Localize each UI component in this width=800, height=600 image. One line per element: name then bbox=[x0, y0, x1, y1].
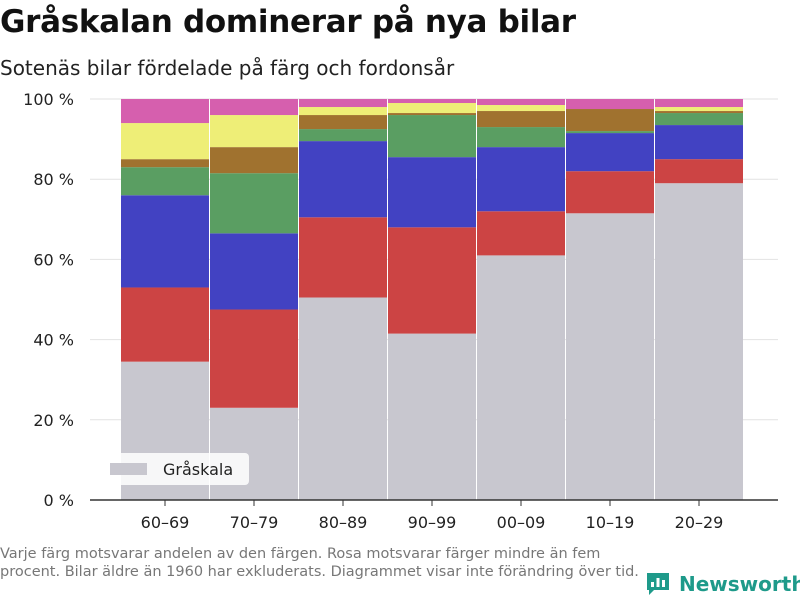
bar-segment bbox=[566, 99, 654, 110]
bar-segment bbox=[655, 113, 743, 126]
bar-segment bbox=[477, 105, 565, 112]
axes: 0 % 20 % 40 % 60 % 80 % 100 % 60–69 70–79 80–89 9… bbox=[23, 90, 778, 532]
bar-segment bbox=[299, 297, 387, 500]
bar-segment bbox=[477, 99, 565, 106]
x-tick-label: 80–89 bbox=[319, 513, 368, 532]
bar-segment bbox=[299, 99, 387, 108]
bar-segment bbox=[566, 131, 654, 134]
bar-segment bbox=[655, 159, 743, 184]
y-tick-label: 60 % bbox=[33, 250, 74, 269]
chart-title: Gråskalan dominerar på nya bilar bbox=[0, 4, 576, 40]
bar-segment bbox=[566, 171, 654, 214]
bar-segment bbox=[388, 115, 476, 158]
x-tick-label: 20–29 bbox=[675, 513, 724, 532]
legend-box bbox=[101, 453, 249, 485]
bar-segment bbox=[655, 111, 743, 114]
bar-segment bbox=[121, 99, 209, 124]
y-tick-label: 40 % bbox=[33, 331, 74, 350]
bar-segment bbox=[210, 233, 298, 310]
bars bbox=[121, 99, 743, 500]
bar-segment bbox=[388, 157, 476, 228]
x-tick-label: 70–79 bbox=[230, 513, 279, 532]
bar-segment bbox=[121, 167, 209, 196]
bar-segment bbox=[121, 287, 209, 362]
bar-segment bbox=[655, 99, 743, 108]
y-tick-label: 80 % bbox=[33, 170, 74, 189]
x-tick-label: 00–09 bbox=[497, 513, 546, 532]
x-tick-label: 90–99 bbox=[408, 513, 457, 532]
bar-segment bbox=[477, 111, 565, 128]
bar-segment bbox=[299, 217, 387, 298]
bar-segment bbox=[299, 107, 387, 116]
bar-segment bbox=[566, 109, 654, 132]
bar-chart-logo-icon bbox=[647, 573, 669, 595]
bar-segment bbox=[477, 211, 565, 256]
bar-segment bbox=[121, 159, 209, 168]
bar-segment bbox=[210, 309, 298, 408]
bar-segment bbox=[210, 173, 298, 234]
bar-segment bbox=[121, 195, 209, 288]
bar-segment bbox=[388, 113, 476, 116]
x-tick-label: 10–19 bbox=[586, 513, 635, 532]
bar-segment bbox=[655, 183, 743, 500]
bar-segment bbox=[121, 123, 209, 160]
brand-name: Newsworthy bbox=[679, 572, 800, 596]
bar-segment bbox=[210, 147, 298, 174]
legend-label: Gråskala bbox=[163, 460, 233, 479]
bar-segment bbox=[477, 127, 565, 148]
newsworthy-logo[interactable]: Newsworthy bbox=[645, 570, 800, 598]
bar-segment bbox=[388, 103, 476, 114]
y-tick-label: 20 % bbox=[33, 411, 74, 430]
x-tick-label: 60–69 bbox=[141, 513, 190, 532]
bar-segment bbox=[388, 99, 476, 104]
bar-segment bbox=[210, 99, 298, 116]
bar-segment bbox=[299, 141, 387, 218]
bar-segment bbox=[299, 115, 387, 130]
bar-segment bbox=[388, 227, 476, 334]
y-tick-label: 0 % bbox=[44, 491, 74, 510]
bar-segment bbox=[566, 213, 654, 500]
legend-swatch bbox=[110, 463, 147, 475]
chart-footnote: Varje färg motsvarar andelen av den färg… bbox=[0, 546, 639, 580]
y-tick-label: 100 % bbox=[23, 90, 74, 109]
legend: Gråskala bbox=[101, 453, 249, 485]
bar-segment bbox=[477, 255, 565, 500]
bar-segment bbox=[566, 133, 654, 172]
bar-segment bbox=[210, 115, 298, 148]
bar-segment bbox=[655, 125, 743, 160]
bar-segment bbox=[388, 333, 476, 500]
bar-segment bbox=[655, 107, 743, 112]
bar-segment bbox=[299, 129, 387, 142]
chart-subtitle: Sotenäs bilar fördelade på färg och ford… bbox=[0, 56, 455, 80]
bar-segment bbox=[477, 147, 565, 212]
